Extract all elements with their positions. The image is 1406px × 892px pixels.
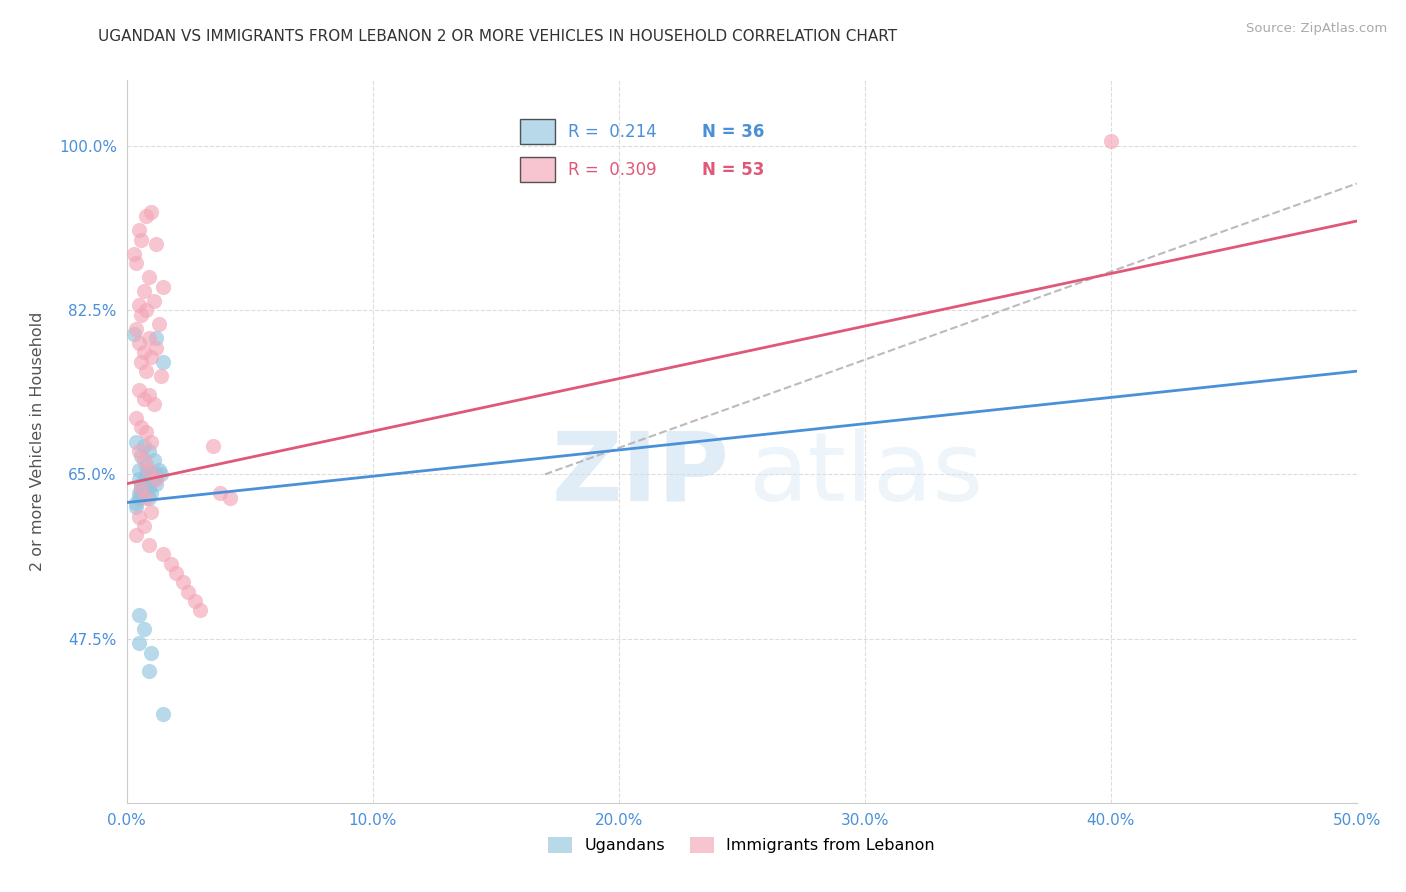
Point — [129, 482, 153, 496]
Point — [142, 453, 165, 467]
Point — [132, 519, 155, 533]
Point — [138, 491, 160, 505]
Point — [138, 482, 160, 496]
Point — [150, 467, 172, 482]
Point — [145, 476, 167, 491]
Point — [219, 491, 242, 505]
Point — [184, 594, 207, 608]
Point — [138, 665, 160, 679]
Point — [132, 476, 155, 491]
Point — [152, 355, 174, 369]
Point — [129, 420, 153, 434]
Point — [141, 434, 162, 449]
Point — [128, 336, 150, 351]
Point — [135, 472, 157, 486]
Point — [138, 270, 160, 285]
Point — [160, 557, 183, 571]
Point — [135, 303, 157, 318]
Point — [128, 636, 150, 650]
Point — [132, 622, 155, 636]
Point — [135, 364, 157, 378]
Point — [152, 279, 174, 293]
Point — [141, 505, 162, 519]
Point — [128, 444, 150, 458]
Point — [138, 387, 160, 401]
Point — [141, 646, 162, 660]
Point — [129, 308, 153, 322]
Text: UGANDAN VS IMMIGRANTS FROM LEBANON 2 OR MORE VEHICLES IN HOUSEHOLD CORRELATION C: UGANDAN VS IMMIGRANTS FROM LEBANON 2 OR … — [98, 29, 897, 45]
Point — [132, 392, 155, 407]
Point — [145, 331, 167, 345]
Point — [138, 463, 160, 477]
Point — [125, 322, 148, 336]
Point — [165, 566, 187, 580]
Point — [122, 247, 145, 261]
Point — [138, 331, 160, 345]
Point — [135, 467, 157, 482]
Point — [152, 706, 174, 721]
Point — [135, 210, 157, 224]
Point — [125, 434, 148, 449]
Point — [125, 528, 148, 542]
Point — [1099, 134, 1122, 148]
Text: atlas: atlas — [748, 427, 983, 521]
Point — [128, 472, 150, 486]
Point — [129, 486, 153, 500]
Point — [132, 453, 155, 467]
Point — [129, 482, 153, 496]
Point — [141, 472, 162, 486]
Point — [128, 463, 150, 477]
Point — [128, 608, 150, 623]
Point — [135, 491, 157, 505]
Point — [129, 449, 153, 463]
Point — [142, 397, 165, 411]
Point — [132, 345, 155, 359]
Point — [128, 383, 150, 397]
Point — [132, 285, 155, 299]
Point — [145, 467, 167, 482]
Point — [128, 509, 150, 524]
Point — [142, 293, 165, 308]
Point — [172, 575, 194, 590]
Text: ZIP: ZIP — [551, 427, 730, 521]
Point — [125, 411, 148, 425]
Point — [148, 318, 170, 332]
Point — [177, 584, 200, 599]
Point — [128, 298, 150, 312]
Point — [141, 350, 162, 364]
Point — [129, 233, 153, 247]
Point — [145, 472, 167, 486]
Text: Source: ZipAtlas.com: Source: ZipAtlas.com — [1247, 22, 1388, 36]
Point — [129, 476, 153, 491]
Point — [138, 538, 160, 552]
Point — [150, 368, 172, 383]
Point — [122, 326, 145, 341]
Legend: Ugandans, Immigrants from Lebanon: Ugandans, Immigrants from Lebanon — [541, 830, 942, 860]
Point — [152, 547, 174, 561]
Point — [141, 486, 162, 500]
Point — [125, 500, 148, 515]
Point — [125, 495, 148, 509]
Point — [128, 223, 150, 237]
Point — [128, 491, 150, 505]
Point — [135, 458, 157, 472]
Point — [145, 341, 167, 355]
Point — [132, 482, 155, 496]
Y-axis label: 2 or more Vehicles in Household: 2 or more Vehicles in Household — [30, 312, 45, 571]
Point — [129, 355, 153, 369]
Point — [135, 482, 157, 496]
Point — [188, 603, 211, 617]
Point — [141, 204, 162, 219]
Point — [142, 472, 165, 486]
Point — [125, 256, 148, 270]
Point — [208, 486, 231, 500]
Point — [145, 237, 167, 252]
Point — [132, 439, 155, 453]
Point — [201, 439, 224, 453]
Point — [128, 486, 150, 500]
Point — [135, 425, 157, 439]
Point — [148, 463, 170, 477]
Point — [138, 444, 160, 458]
Point — [141, 467, 162, 482]
